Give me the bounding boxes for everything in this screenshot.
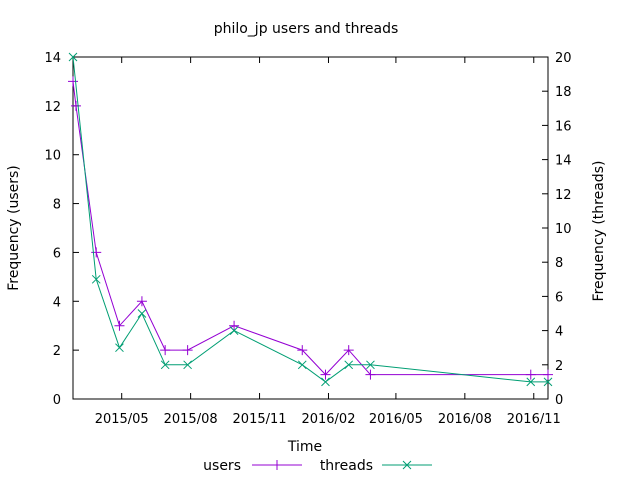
x-axis-label: Time (287, 439, 322, 455)
x-tick-label: 2016/11 (507, 412, 561, 427)
data-point-users (182, 345, 193, 356)
left-tick-label: 10 (44, 149, 61, 164)
left-tick-label: 4 (53, 295, 61, 310)
data-point-threads (526, 377, 536, 387)
right-axis-ticks: 0 2 4 6 8 10 12 14 16 18 20 (542, 51, 572, 408)
x-tick-label: 2015/08 (164, 412, 218, 427)
series-line-users (72, 81, 548, 376)
left-tick-label: 12 (44, 100, 61, 115)
data-point-users (343, 345, 354, 356)
left-tick-label: 8 (53, 198, 61, 213)
data-point-users (297, 345, 308, 356)
x-tick-label: 2016/02 (301, 412, 355, 427)
left-tick-label: 2 (53, 344, 61, 359)
right-tick-label: 8 (555, 256, 563, 271)
legend-label-threads: threads (320, 458, 373, 474)
data-point-threads (183, 360, 192, 370)
legend-label-users: users (203, 458, 241, 474)
data-point-users (160, 345, 171, 356)
series-line-threads (72, 56, 548, 383)
data-point-threads (297, 360, 307, 370)
left-tick-label: 0 (53, 393, 61, 408)
x-tick-label: 2016/08 (438, 412, 492, 427)
right-tick-label: 14 (555, 154, 572, 169)
right-axis-label: Frequency (threads) (591, 161, 607, 302)
chart-title: philo_jp users and threads (214, 21, 399, 37)
left-axis-label: Frequency (users) (6, 165, 22, 291)
x-axis-ticks: 2015/05 2015/08 2015/11 2016/02 2016/05 2016/… (95, 57, 561, 427)
x-tick-label: 2016/05 (369, 412, 423, 427)
data-point-users (91, 247, 102, 258)
data-point-threads (229, 326, 239, 335)
data-point-threads (321, 377, 330, 387)
data-point-users (543, 369, 553, 380)
data-point-threads (137, 309, 147, 318)
right-tick-label: 18 (555, 85, 572, 100)
legend-marker-users (272, 460, 282, 470)
data-point-users (136, 296, 147, 307)
data-point-users (229, 320, 240, 331)
left-tick-label: 6 (53, 246, 61, 261)
data-point-users (525, 369, 536, 380)
data-point-users (365, 369, 376, 380)
left-tick-label: 14 (44, 51, 61, 66)
data-point-users (68, 76, 78, 87)
x-tick-label: 2015/05 (95, 412, 149, 427)
series-layer (68, 52, 553, 387)
right-tick-label: 4 (555, 325, 563, 340)
x-tick-label: 2015/11 (233, 412, 287, 427)
legend-marker-threads (402, 460, 412, 470)
right-tick-label: 2 (555, 359, 563, 374)
data-point-users (70, 100, 81, 111)
left-axis-ticks: 0 2 4 6 8 10 12 14 (44, 51, 79, 408)
right-tick-label: 6 (555, 290, 563, 305)
legend: users threads (203, 458, 432, 474)
plot-frame (72, 56, 549, 400)
data-point-threads (543, 377, 553, 387)
right-tick-label: 10 (555, 222, 572, 237)
right-tick-label: 0 (555, 393, 563, 408)
right-tick-label: 12 (555, 188, 572, 203)
data-point-threads (115, 343, 124, 353)
data-point-threads (160, 360, 170, 370)
data-point-threads (91, 274, 101, 284)
data-point-threads (366, 360, 375, 370)
right-tick-label: 16 (555, 119, 572, 134)
data-point-users (320, 369, 331, 380)
data-point-users (114, 320, 125, 331)
data-point-threads (344, 360, 354, 370)
right-tick-label: 20 (555, 51, 572, 66)
data-point-threads (68, 52, 78, 62)
